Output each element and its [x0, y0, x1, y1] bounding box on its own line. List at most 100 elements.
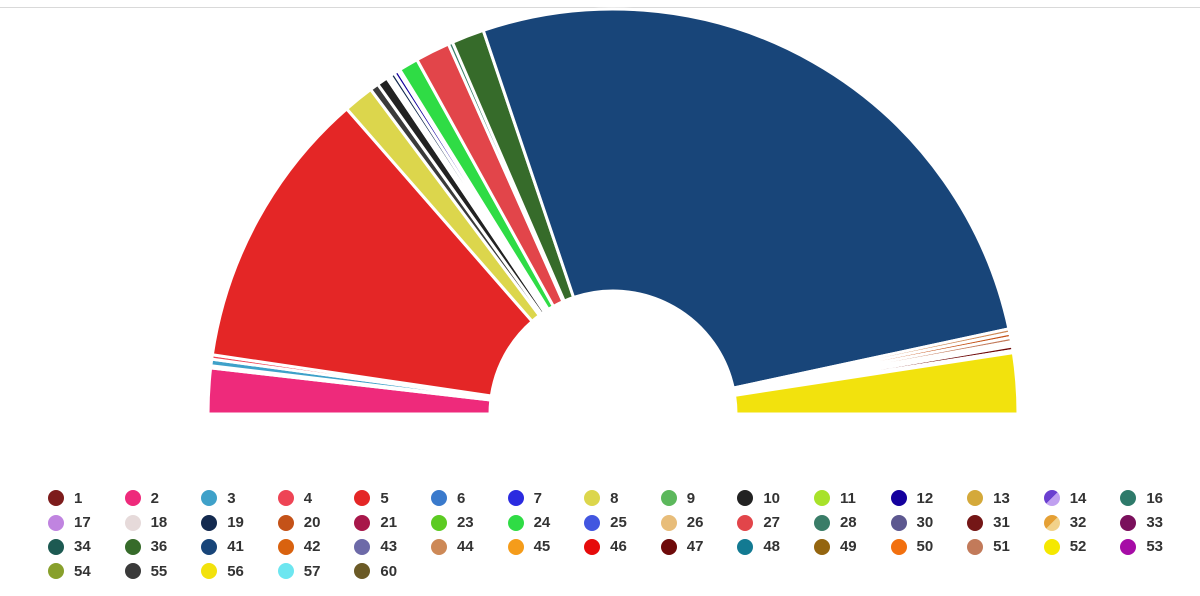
slice-56[interactable] [733, 351, 1020, 416]
legend-item-7[interactable]: 7 [507, 486, 585, 510]
legend-label: 42 [303, 538, 321, 556]
legend-item-33[interactable]: 33 [1120, 510, 1197, 534]
legend-label: 28 [839, 514, 857, 532]
legend-label: 11 [839, 489, 856, 507]
legend-swatch [430, 538, 447, 555]
legend-swatch [813, 490, 830, 507]
legend-item-43[interactable]: 43 [354, 535, 431, 559]
legend-swatch [890, 490, 907, 507]
legend-item-46[interactable]: 46 [584, 535, 661, 559]
legend-item-47[interactable]: 47 [660, 535, 738, 559]
legend-label: 55 [150, 562, 168, 580]
legend-item-14[interactable]: 14 [1043, 486, 1121, 510]
legend-item-10[interactable]: 10 [737, 486, 814, 510]
slice-5[interactable] [210, 107, 534, 398]
legend-item-3[interactable]: 3 [201, 486, 278, 510]
legend-item-24[interactable]: 24 [507, 510, 585, 534]
legend-label: 31 [993, 514, 1010, 532]
legend-label: 9 [686, 489, 696, 507]
legend-swatch [354, 490, 371, 507]
legend-item-36[interactable]: 36 [124, 535, 202, 559]
legend-item-1[interactable]: 1 [48, 486, 125, 510]
legend-item-5[interactable]: 5 [354, 486, 431, 510]
legend-item-42[interactable]: 42 [277, 535, 355, 559]
legend-label: 10 [763, 489, 781, 507]
legend-item-25[interactable]: 25 [584, 510, 661, 534]
legend-swatch [124, 563, 141, 580]
legend-item-23[interactable]: 23 [430, 510, 508, 534]
legend-item-49[interactable]: 49 [813, 535, 891, 559]
legend-item-17[interactable]: 17 [48, 510, 125, 534]
legend-swatch [48, 490, 64, 507]
legend-label: 52 [1069, 538, 1087, 556]
legend-item-12[interactable]: 12 [890, 486, 968, 510]
legend-item-50[interactable]: 50 [890, 535, 968, 559]
legend-item-52[interactable]: 52 [1043, 535, 1121, 559]
legend-swatch [813, 514, 830, 531]
legend-label: 23 [456, 514, 474, 532]
legend-item-57[interactable]: 57 [277, 559, 355, 583]
legend-item-51[interactable]: 51 [967, 535, 1044, 559]
legend-item-60[interactable]: 60 [354, 559, 431, 583]
legend-swatch [737, 490, 754, 507]
legend-item-6[interactable]: 6 [430, 486, 508, 510]
legend-label: 60 [380, 562, 398, 580]
legend-item-9[interactable]: 9 [660, 486, 738, 510]
legend-item-55[interactable]: 55 [124, 559, 202, 583]
legend-swatch [277, 538, 294, 555]
legend-swatch [430, 490, 447, 507]
legend-swatch [584, 538, 601, 555]
legend-item-20[interactable]: 20 [277, 510, 355, 534]
legend-label: 16 [1146, 489, 1163, 507]
legend-label: 14 [1069, 489, 1087, 507]
legend-item-18[interactable]: 18 [124, 510, 202, 534]
legend-label: 47 [686, 538, 704, 556]
legend-item-41[interactable]: 41 [201, 535, 278, 559]
legend-item-48[interactable]: 48 [737, 535, 814, 559]
legend-item-45[interactable]: 45 [507, 535, 585, 559]
legend-swatch [201, 538, 218, 555]
legend-item-30[interactable]: 30 [890, 510, 968, 534]
legend-item-56[interactable]: 56 [201, 559, 278, 583]
legend-label: 24 [533, 514, 551, 532]
legend-item-53[interactable]: 53 [1120, 535, 1197, 559]
legend-item-26[interactable]: 26 [660, 510, 738, 534]
legend-swatch [1120, 490, 1137, 507]
legend-item-28[interactable]: 28 [813, 510, 891, 534]
legend-swatch [201, 490, 218, 507]
legend-swatch [354, 563, 371, 580]
legend-swatch [813, 538, 830, 555]
legend-label: 26 [686, 514, 704, 532]
legend-item-21[interactable]: 21 [354, 510, 431, 534]
legend-label: 13 [993, 489, 1010, 507]
legend-item-31[interactable]: 31 [967, 510, 1044, 534]
legend-label: 2 [150, 489, 159, 507]
legend-label: 6 [456, 489, 466, 507]
legend-label: 34 [74, 538, 91, 556]
legend-item-27[interactable]: 27 [737, 510, 814, 534]
legend-swatch [48, 538, 64, 555]
legend-item-13[interactable]: 13 [967, 486, 1044, 510]
legend-swatch [890, 538, 907, 555]
legend-item-34[interactable]: 34 [48, 535, 125, 559]
legend-item-16[interactable]: 16 [1120, 486, 1197, 510]
legend-label: 25 [610, 514, 627, 532]
legend-item-8[interactable]: 8 [584, 486, 661, 510]
slice-41[interactable] [481, 7, 1011, 390]
legend-item-2[interactable]: 2 [124, 486, 202, 510]
legend-item-54[interactable]: 54 [48, 559, 125, 583]
legend-swatch [737, 514, 754, 531]
legend-swatch [277, 514, 294, 531]
legend-item-19[interactable]: 19 [201, 510, 278, 534]
legend-swatch [584, 490, 601, 507]
legend-label: 5 [380, 489, 389, 507]
legend-swatch [967, 490, 984, 507]
legend-item-4[interactable]: 4 [277, 486, 355, 510]
legend-label: 36 [150, 538, 168, 556]
legend-label: 46 [610, 538, 627, 556]
legend-item-32[interactable]: 32 [1043, 510, 1121, 534]
parliament-chart [206, 7, 1020, 416]
legend-swatch [201, 514, 218, 531]
legend-item-44[interactable]: 44 [430, 535, 508, 559]
legend-item-11[interactable]: 11 [813, 486, 891, 510]
